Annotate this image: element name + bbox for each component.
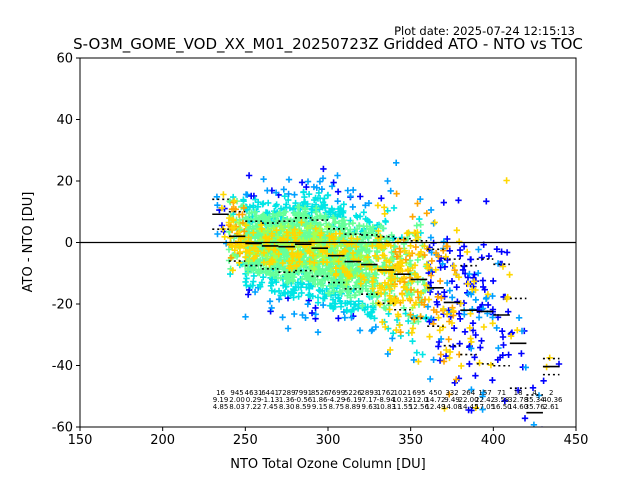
y-axis-ticks: 60 40 20 0 -20 -40 -60 xyxy=(52,52,80,436)
bin-std-label: 11.55 xyxy=(392,403,412,411)
bin-count-label: 2 xyxy=(549,389,553,397)
bin-std-label: 8.75 xyxy=(328,403,344,411)
bin-count-label: 332 xyxy=(445,389,458,397)
bin-count-label: 7699 xyxy=(327,389,345,397)
bin-std-label: 8.89 xyxy=(345,403,361,411)
bin-mean-label: -40.36 xyxy=(540,396,563,404)
bin-std-label: 7.45 xyxy=(262,403,278,411)
y-tick-label: -40 xyxy=(52,359,73,374)
x-axis-label: NTO Total Ozone Column [DU] xyxy=(230,457,426,472)
bin-std-label: 12.56 xyxy=(409,403,430,411)
bin-std-label: 12.49 xyxy=(425,403,445,411)
bin-mean-label: 3.58 xyxy=(494,396,510,404)
bin-count-label: 945 xyxy=(230,389,243,397)
bin-count-label: 71 xyxy=(497,389,506,397)
scatter-marker-group xyxy=(213,159,543,427)
bin-std-label: 8.03 xyxy=(229,403,245,411)
bin-count-label: 16 xyxy=(216,389,225,397)
x-tick-label: 200 xyxy=(150,433,175,448)
bin-mean-label: -8.94 xyxy=(377,396,396,404)
bin-mean-label: 0.29 xyxy=(246,396,262,404)
bin-count-label: 2893 xyxy=(360,389,378,397)
bin-mean-label: 1.86 xyxy=(312,396,328,404)
bin-mean-label: 32.78 xyxy=(508,396,528,404)
y-tick-label: -60 xyxy=(52,421,73,436)
x-tick-label: 350 xyxy=(398,433,423,448)
bin-std-label: 10.83 xyxy=(376,403,396,411)
bin-count-label: 4 xyxy=(532,389,537,397)
x-tick-label: 250 xyxy=(233,433,258,448)
bin-count-label: 7991 xyxy=(294,389,312,397)
y-tick-label: 0 xyxy=(65,236,73,251)
y-tick-label: 40 xyxy=(56,113,73,128)
bin-std-label: 4.85 xyxy=(213,403,229,411)
bin-statistics xyxy=(212,198,560,414)
bin-count-label: 6441 xyxy=(261,389,279,397)
bin-std-label: 17.05 xyxy=(475,403,495,411)
scatter-points xyxy=(213,159,563,427)
plot-date: Plot date: 2025-07-24 12:15:13 xyxy=(394,24,575,38)
bin-mean-label: 9.19 xyxy=(213,396,229,404)
bin-count-label: 1762 xyxy=(377,389,395,397)
bin-mean-label: -4.29 xyxy=(327,396,345,404)
x-tick-label: 450 xyxy=(564,433,589,448)
bin-mean-label: -1.13 xyxy=(261,396,279,404)
bin-count-label: 18 xyxy=(514,389,523,397)
bin-std-label: 7.22 xyxy=(246,403,262,411)
bin-count-label: 5226 xyxy=(344,389,362,397)
bin-mean-label: 2.00 xyxy=(229,396,245,404)
bin-count-label: 7289 xyxy=(278,389,296,397)
bin-std-label: 9.63 xyxy=(362,403,378,411)
bin-std-label: 14.45 xyxy=(459,403,479,411)
y-tick-label: -20 xyxy=(52,298,73,313)
bin-labels: 16 945 46316441728979918526769952262893176… xyxy=(213,389,563,411)
x-tick-label: 150 xyxy=(68,433,93,448)
bin-count-label: 264 xyxy=(462,389,476,397)
bin-mean-label: 9.49 xyxy=(444,396,460,404)
bin-mean-label: -12.0 xyxy=(410,396,428,404)
bin-std-label: 14.60 xyxy=(508,403,528,411)
bin-mean-label: 22.42 xyxy=(475,396,495,404)
bin-std-label: 2.61 xyxy=(543,403,559,411)
x-axis-ticks: 150 200 250 300 350 400 450 xyxy=(68,427,589,448)
bin-mean-label: -6.19 xyxy=(344,396,362,404)
bin-std-label: 9.15 xyxy=(312,403,328,411)
bin-count-label: 8526 xyxy=(311,389,329,397)
bin-std-label: 14.08 xyxy=(442,403,462,411)
bin-std-label: 8.59 xyxy=(295,403,311,411)
bin-mean-label: 10.32 xyxy=(392,396,412,404)
y-axis-label: ATO - NTO [DU] xyxy=(21,192,36,293)
y-tick-label: 20 xyxy=(56,175,73,190)
chart-title: S-O3M_GOME_VOD_XX_M01_20250723Z Gridded … xyxy=(73,35,583,54)
bin-mean-label: 14.72 xyxy=(425,396,445,404)
bin-std-label: 8.30 xyxy=(279,403,295,411)
bin-mean-label: 1.36 xyxy=(279,396,295,404)
y-tick-label: 60 xyxy=(56,52,73,67)
bin-std-label: 16.50 xyxy=(492,403,512,411)
bin-mean-label: 35.34 xyxy=(525,396,546,404)
bin-count-label: 157 xyxy=(478,389,491,397)
bin-count-label: 4631 xyxy=(245,389,263,397)
x-tick-label: 400 xyxy=(481,433,506,448)
bin-count-label: 695 xyxy=(412,389,425,397)
bin-mean-label: 22.00 xyxy=(459,396,479,404)
bin-mean-label: -0.56 xyxy=(294,396,313,404)
bin-count-label: 450 xyxy=(429,389,442,397)
bin-count-label: 1021 xyxy=(393,389,411,397)
bin-std-label: 35.76 xyxy=(525,403,546,411)
bin-mean-label: 7.17 xyxy=(362,396,378,404)
x-tick-label: 300 xyxy=(316,433,341,448)
